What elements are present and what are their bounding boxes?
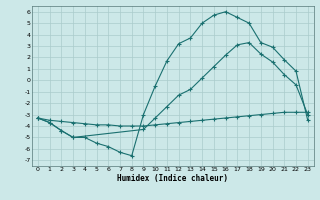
X-axis label: Humidex (Indice chaleur): Humidex (Indice chaleur) (117, 174, 228, 183)
